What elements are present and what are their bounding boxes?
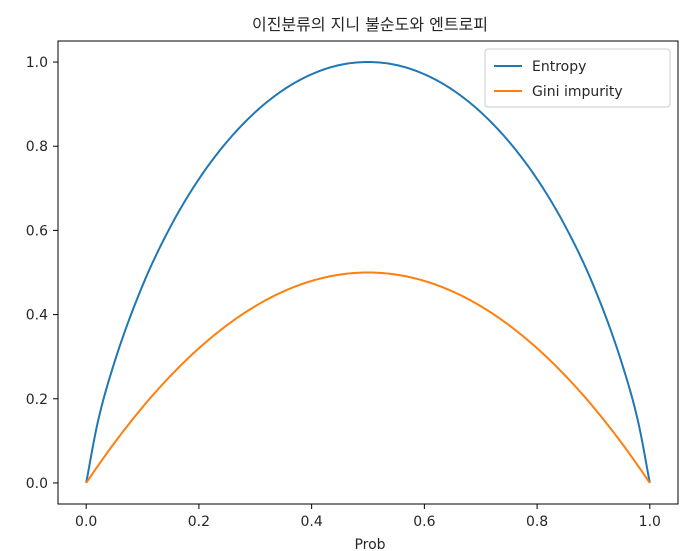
x-axis-ticks: 0.0 0.2 0.4 0.6 0.8 1.0 xyxy=(75,504,661,530)
y-tick-label: 1.0 xyxy=(26,55,48,71)
chart-title: 이진분류의 지니 불순도와 엔트로피 xyxy=(252,15,488,34)
x-tick-label: 0.6 xyxy=(413,514,435,530)
y-tick-label: 0.2 xyxy=(26,392,48,408)
x-tick-label: 0.2 xyxy=(188,514,210,530)
legend-box xyxy=(484,48,671,108)
y-tick-label: 0.0 xyxy=(26,476,48,492)
x-tick-label: 0.8 xyxy=(526,514,548,530)
y-tick-label: 0.8 xyxy=(26,139,48,155)
y-tick-label: 0.4 xyxy=(26,308,48,324)
legend: Entropy Gini impurity xyxy=(484,48,671,108)
x-tick-label: 0.0 xyxy=(75,514,97,530)
x-axis-label: Prob xyxy=(354,537,385,551)
y-axis-ticks: 0.0 0.2 0.4 0.6 0.8 1.0 xyxy=(26,55,58,492)
legend-label: Entropy xyxy=(532,59,586,75)
y-tick-label: 0.6 xyxy=(26,223,48,239)
series-line-gini-impurity xyxy=(85,271,651,484)
x-tick-label: 1.0 xyxy=(639,514,661,530)
series-line-entropy xyxy=(85,61,651,484)
x-tick-label: 0.4 xyxy=(301,514,323,530)
series-lines xyxy=(85,61,651,484)
legend-label: Gini impurity xyxy=(532,84,623,100)
